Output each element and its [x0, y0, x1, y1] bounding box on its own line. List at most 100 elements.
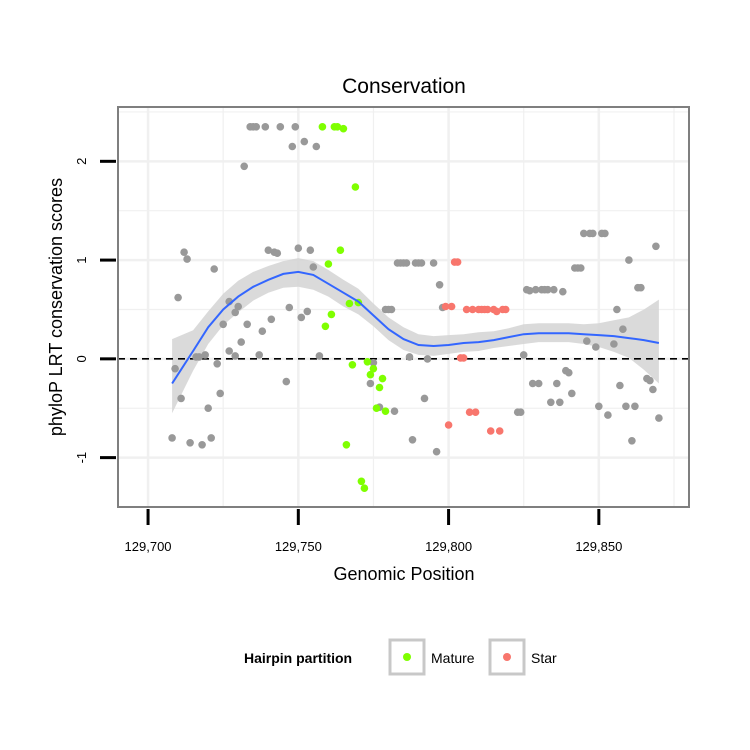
point-other	[225, 347, 233, 355]
panel-border	[117, 106, 690, 508]
point-other	[297, 313, 306, 322]
point-other	[516, 408, 525, 417]
x-axis-label: Genomic Position	[333, 564, 474, 584]
point-other	[300, 137, 309, 146]
point-other	[207, 434, 215, 442]
point-other	[183, 255, 191, 263]
point-other	[604, 411, 612, 419]
point-mature	[318, 123, 327, 131]
point-other	[315, 352, 324, 360]
point-other	[213, 360, 221, 368]
legend-swatch-mature	[403, 653, 411, 661]
point-other	[210, 265, 218, 273]
point-mature	[366, 370, 375, 379]
x-tick-label: 129,750	[275, 539, 322, 554]
scatter-points	[168, 123, 663, 493]
y-tick-label: 1	[74, 256, 89, 263]
point-other	[285, 303, 294, 312]
legend-title: Hairpin partition	[244, 650, 352, 666]
y-tick-label: -1	[74, 452, 89, 464]
point-other	[637, 283, 645, 292]
point-mature	[348, 361, 357, 369]
point-mature	[345, 299, 354, 308]
point-other	[616, 381, 624, 390]
point-star	[495, 427, 504, 435]
point-other	[204, 404, 212, 413]
point-other	[580, 229, 588, 238]
point-star	[471, 408, 480, 417]
point-other	[646, 376, 654, 385]
point-other	[276, 123, 285, 131]
point-star	[465, 408, 474, 417]
point-other	[628, 437, 636, 445]
legend-label-star: Star	[531, 650, 557, 666]
point-other	[595, 402, 603, 411]
point-other	[652, 242, 660, 251]
point-other	[198, 441, 206, 449]
legend: Hairpin partition Mature Star	[244, 638, 557, 676]
point-star	[447, 302, 456, 311]
confidence-band	[172, 258, 659, 414]
point-other	[429, 259, 438, 267]
point-other	[273, 249, 282, 257]
point-other	[559, 287, 567, 296]
point-other	[544, 285, 552, 294]
point-other	[649, 385, 657, 394]
point-mature	[372, 404, 381, 413]
point-other	[240, 162, 248, 171]
point-other	[309, 263, 318, 271]
point-star	[459, 354, 468, 362]
point-star	[444, 421, 453, 429]
legend-swatch-star	[503, 653, 511, 661]
x-axis: 129,700 129,750 129,800 129,850	[125, 509, 622, 554]
point-other	[423, 355, 432, 363]
point-other	[390, 407, 399, 416]
point-other	[528, 379, 537, 388]
point-other	[366, 379, 375, 388]
point-star	[492, 307, 501, 316]
point-other	[625, 256, 633, 264]
point-other	[231, 352, 239, 360]
point-other	[568, 389, 576, 398]
point-star	[441, 302, 450, 311]
point-other	[288, 142, 297, 151]
point-mature	[351, 183, 360, 191]
point-other	[369, 359, 378, 367]
point-mature	[363, 358, 372, 366]
point-other	[592, 343, 600, 351]
point-star	[453, 258, 462, 266]
point-mature	[336, 246, 345, 254]
y-tick-label: 0	[74, 355, 89, 362]
point-other	[231, 308, 239, 317]
point-other	[525, 286, 534, 295]
point-mature	[360, 484, 369, 493]
point-other	[267, 315, 276, 324]
point-other	[291, 123, 300, 131]
point-other	[531, 285, 540, 294]
point-other	[261, 123, 270, 131]
smooth-trend-line	[171, 270, 660, 385]
point-mature	[381, 407, 390, 416]
point-other	[174, 293, 182, 302]
point-other	[405, 353, 414, 361]
point-mature	[378, 374, 387, 383]
point-other	[255, 351, 263, 359]
point-other	[565, 368, 573, 377]
point-star	[462, 305, 471, 314]
point-mature	[327, 310, 336, 319]
point-mature	[342, 441, 351, 449]
point-other	[655, 414, 663, 422]
point-other	[312, 142, 321, 151]
point-other	[237, 338, 245, 346]
legend-label-mature: Mature	[431, 650, 475, 666]
point-other	[550, 285, 558, 294]
x-tick-label: 129,700	[125, 539, 172, 554]
point-other	[171, 364, 179, 373]
point-other	[613, 305, 621, 314]
point-mature	[357, 477, 366, 486]
point-other	[619, 325, 627, 334]
point-other	[195, 353, 203, 361]
x-tick-label: 129,850	[575, 539, 622, 554]
point-other	[601, 229, 609, 238]
